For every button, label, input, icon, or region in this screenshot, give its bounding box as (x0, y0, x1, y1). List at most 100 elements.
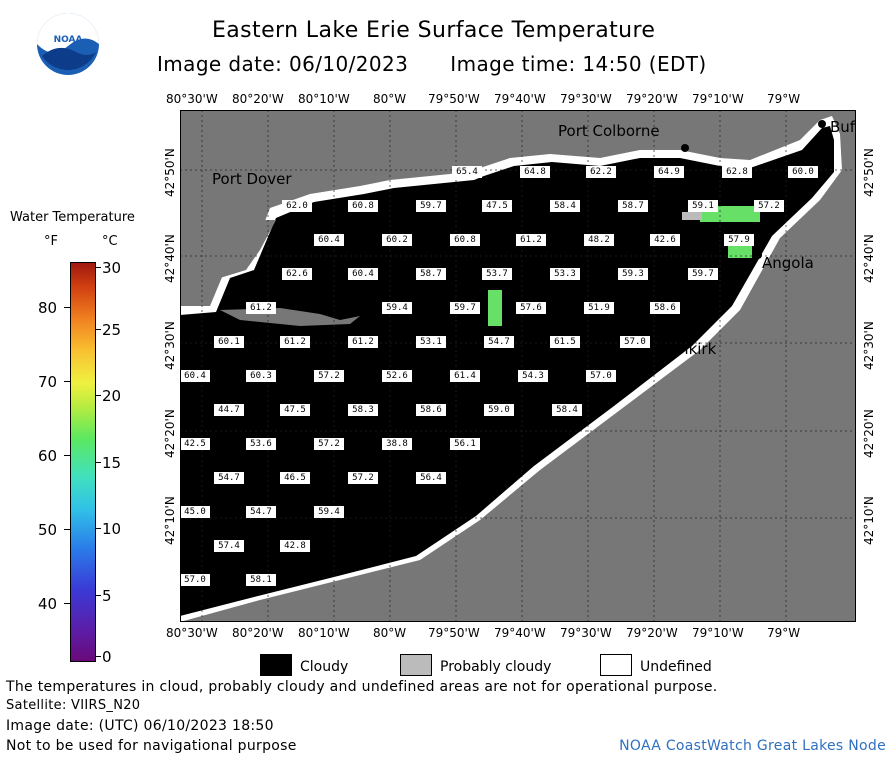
erie-marker (350, 528, 358, 536)
lat-label: 42°20'N (163, 409, 177, 458)
temp-label: 60.1 (214, 336, 244, 348)
temp-label: 58.4 (552, 404, 582, 416)
temp-label: 48.2 (584, 234, 614, 246)
utc-date-text: Image date: (UTC) 06/10/2023 18:50 (6, 718, 274, 734)
temp-label: 59.4 (382, 302, 412, 314)
lake-map: Port Colborne Port Dover Angola Dunkirk … (180, 110, 856, 622)
lon-label: 80°W (373, 92, 407, 106)
temp-label: 42.5 (180, 438, 210, 450)
lon-label: 80°20'W (232, 626, 284, 640)
image-date: Image date: 06/10/2023 (157, 52, 409, 76)
temp-label: 58.7 (416, 268, 446, 280)
cloudy-swatch (260, 654, 292, 676)
temp-label: 61.2 (280, 336, 310, 348)
temp-label: 57.0 (180, 574, 210, 586)
temp-label: 53.1 (416, 336, 446, 348)
temp-label: 53.6 (246, 438, 276, 450)
c-tick-label: 10 (102, 520, 122, 538)
temp-label: 62.0 (282, 200, 312, 212)
lon-label: 80°W (373, 626, 407, 640)
temp-label: 60.3 (246, 370, 276, 382)
temp-label: 65.4 (452, 166, 482, 178)
temp-label: 60.2 (382, 234, 412, 246)
temp-label: 58.6 (650, 302, 680, 314)
temp-label: 57.2 (348, 472, 378, 484)
temp-label: 60.4 (314, 234, 344, 246)
lon-label: 80°10'W (298, 626, 350, 640)
map-frame (180, 110, 856, 622)
lat-label: 42°40'N (163, 234, 177, 283)
c-tick-label: 0 (102, 648, 112, 666)
warm-patch (488, 290, 502, 326)
temp-label: 53.7 (482, 268, 512, 280)
probably-cloudy-patch (682, 212, 702, 220)
erie-label: Erie (362, 532, 392, 550)
temp-label: 57.4 (214, 540, 244, 552)
temp-label: 64.8 (520, 166, 550, 178)
f-tick-label: 70 (38, 373, 58, 391)
temp-label: 42.8 (280, 540, 310, 552)
satellite-text: Satellite: VIIRS_N20 (6, 698, 141, 713)
lon-label: 79°20'W (626, 92, 678, 106)
legend-unit-c: °C (102, 234, 118, 249)
temp-label: 52.6 (382, 370, 412, 382)
temp-label: 61.2 (348, 336, 378, 348)
port-colborne-marker (681, 144, 689, 152)
temp-label: 60.8 (348, 200, 378, 212)
lon-label: 79°40'W (494, 92, 546, 106)
lon-label: 79°50'W (428, 92, 480, 106)
lon-label: 79°50'W (428, 626, 480, 640)
temp-label: 58.1 (246, 574, 276, 586)
lon-label: 80°30'W (166, 92, 218, 106)
temp-label: 62.2 (586, 166, 616, 178)
temp-label: 57.2 (314, 438, 344, 450)
lat-lon-grid (180, 110, 856, 622)
temperature-colorbar (70, 262, 96, 662)
temp-label: 61.2 (516, 234, 546, 246)
undefined-swatch (600, 654, 632, 676)
temp-label: 38.8 (382, 438, 412, 450)
c-tick-label: 15 (102, 454, 122, 472)
angola-marker (754, 251, 762, 259)
c-tick-label: 25 (102, 321, 122, 339)
temp-label: 45.0 (180, 506, 210, 518)
image-time: Image time: 14:50 (EDT) (450, 52, 707, 76)
f-tick-label: 80 (38, 299, 58, 317)
temp-label: 62.8 (722, 166, 752, 178)
temp-label: 64.9 (654, 166, 684, 178)
cloudy-label: Cloudy (300, 659, 349, 675)
lon-label: 80°10'W (298, 92, 350, 106)
temp-label: 59.4 (314, 506, 344, 518)
noaa-logo-icon: NOAA (36, 12, 100, 76)
lon-label: 79°40'W (494, 626, 546, 640)
temp-label: 59.7 (450, 302, 480, 314)
lat-label: 42°10'N (163, 496, 177, 545)
lon-label: 79°W (767, 626, 801, 640)
f-tick-label: 50 (38, 521, 58, 539)
temp-label: 60.0 (788, 166, 818, 178)
temp-label: 58.3 (348, 404, 378, 416)
temp-label: 61.5 (550, 336, 580, 348)
temp-label: 57.6 (516, 302, 546, 314)
temp-label: 61.2 (246, 302, 276, 314)
legend-title: Water Temperature (10, 210, 135, 225)
temp-label: 58.4 (550, 200, 580, 212)
c-tick-label: 30 (102, 259, 122, 277)
temp-label: 58.6 (416, 404, 446, 416)
navigation-warning: Not to be used for navigational purpose (6, 738, 297, 754)
buffalo-label: Buf (830, 118, 856, 136)
c-tick-label: 5 (102, 587, 112, 605)
lat-label: 42°50'N (163, 148, 177, 197)
temp-label: 56.1 (450, 438, 480, 450)
undefined-label: Undefined (640, 659, 712, 675)
temp-label: 54.3 (518, 370, 548, 382)
dunkirk-label: Dunkirk (658, 340, 717, 358)
image-date-time: Image date: 06/10/2023 Image time: 14:50 … (157, 52, 707, 76)
temp-label: 42.6 (650, 234, 680, 246)
temp-label: 51.9 (584, 302, 614, 314)
temp-label: 59.1 (688, 200, 718, 212)
temp-label: 58.7 (618, 200, 648, 212)
lat-label: 42°50'N (862, 148, 876, 197)
lon-label: 79°10'W (692, 92, 744, 106)
land-cut (220, 220, 276, 278)
